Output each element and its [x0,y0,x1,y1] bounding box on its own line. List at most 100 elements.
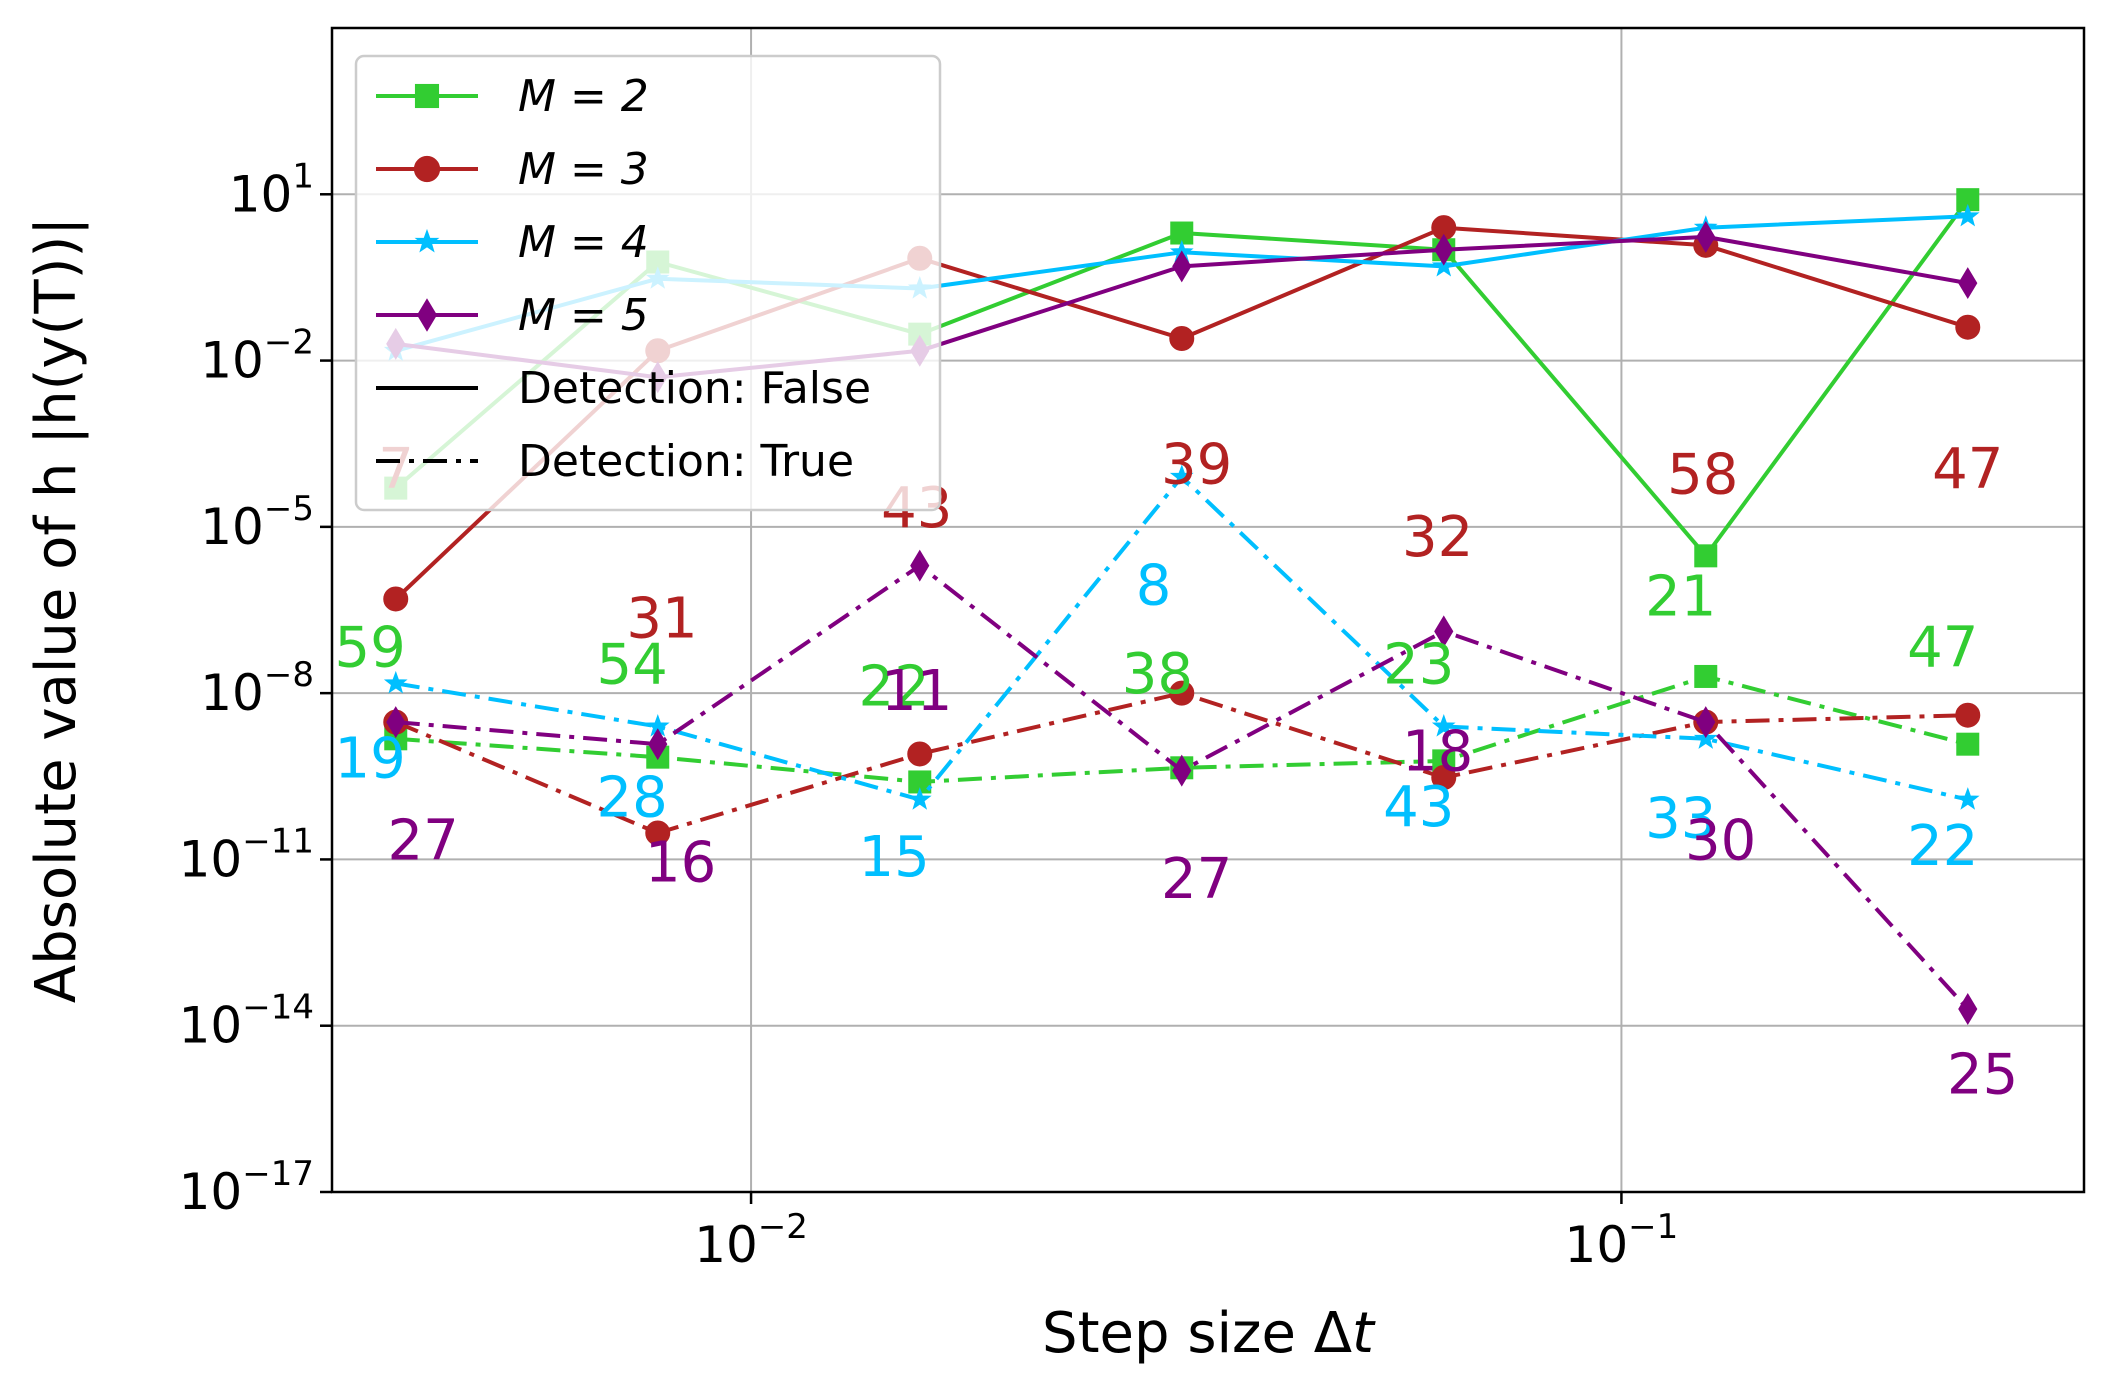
iteration-count-label: 15 [858,825,929,890]
legend-entry: M = 3 [376,144,649,195]
data-point [1169,326,1195,352]
iteration-count-label: 11 [881,659,952,724]
x-tick-label: 10−2 [694,1207,808,1274]
data-point [1696,706,1716,739]
x-tick-base: 10 [694,1216,758,1274]
y-tick-exp: −11 [242,821,314,861]
data-point [1172,754,1192,787]
iteration-count-label: 47 [1932,437,2003,502]
y-tick-base: 10 [200,332,264,390]
legend-entry: M = 2 [376,71,649,122]
data-point [1169,464,1194,487]
iteration-count-label: 23 [1383,632,1454,697]
legend-label: M = 4 [518,217,649,268]
iteration-count-label: 19 [334,727,405,792]
data-point [383,586,409,612]
y-tick-label: 10−5 [200,489,314,556]
data-point [1431,714,1456,737]
annotations: 7314339325847595422382321471928158433322… [334,433,2018,1108]
legend-label: M = 3 [518,144,649,195]
y-tick-exp: −5 [264,489,314,529]
data-point [645,820,671,846]
y-tick-base: 10 [200,498,264,556]
data-point [1955,787,1980,810]
data-point [383,670,408,694]
legend-box [354,54,942,512]
data-point [1696,220,1716,253]
data-point [1955,203,1980,227]
iteration-count-label: 8 [1136,553,1172,618]
plot-frame [330,26,2086,1194]
y-tick-label: 10−17 [179,1154,314,1221]
iteration-count-label: 59 [334,616,405,681]
iteration-count-label: 27 [1161,847,1232,912]
iteration-count-label: 33 [1645,786,1716,851]
iteration-count-label: 22 [858,654,929,719]
iteration-count-label: 16 [645,830,716,895]
legend-entry: Detection: False [376,363,871,414]
legend-entry: Detection: True [376,436,854,487]
x-tick-exp: −2 [758,1207,808,1247]
legend: M = 2 M = 3 M = 4 M = 5 Detection: False Dete… [354,54,942,512]
y-tick-exp: −8 [264,655,314,695]
y-tick-base: 10 [179,830,243,888]
x-axis-label-var: t [1352,1301,1376,1366]
data-point [1694,544,1718,568]
series-m5-detection-true [386,549,1978,1026]
data-point [1694,664,1718,688]
legend-marker [413,155,441,183]
legend-marker [414,228,440,253]
y-tick-base: 10 [179,1163,243,1221]
data-point [1958,267,1978,300]
iteration-count-label: 39 [1161,433,1232,498]
iteration-count-label: 21 [1645,565,1716,630]
y-tick-label: 10−14 [179,988,314,1055]
data-point [1958,993,1978,1026]
x-axis-label-main: Step size Δ [1042,1301,1352,1366]
x-axis-label: Step size Δt [1042,1301,1376,1366]
y-tick-base: 10 [179,997,243,1055]
y-tick-exp: 1 [292,156,314,196]
legend-label: M = 5 [518,290,649,341]
x-tick-label: 10−1 [1565,1207,1679,1274]
legend-label: Detection: True [518,436,854,487]
iteration-count-label: 18 [1402,720,1473,785]
data-point [386,706,406,739]
legend-label: Detection: False [518,363,871,414]
y-axis-label: Absolute value of h |h(y(T))| [24,217,89,1003]
data-point [907,741,933,767]
data-point [1169,680,1195,706]
x-tick-exp: −1 [1628,1207,1678,1247]
legend-entry: M = 5 [376,290,649,341]
y-tick-exp: −14 [242,988,314,1028]
iteration-count-label: 38 [1122,642,1193,707]
y-tick-label: 10−2 [200,323,314,390]
iteration-count-label: 43 [1383,775,1454,840]
y-tick-base: 10 [229,165,293,223]
data-point [907,787,932,810]
legend-marker [416,298,438,332]
y-tick-label: 10−11 [179,821,314,888]
data-point [1956,732,1980,756]
data-point [1434,233,1454,266]
iteration-count-label: 22 [1907,814,1978,879]
legend-label: M = 2 [518,71,649,122]
iteration-count-label: 30 [1685,808,1756,873]
data-point [1955,702,1981,728]
y-tick-label: 10−8 [200,655,314,722]
iteration-count-label: 47 [1907,616,1978,681]
data-point [648,728,668,761]
y-tick-exp: −2 [264,323,314,363]
y-tick-exp: −17 [242,1154,314,1194]
iteration-count-label: 58 [1667,442,1738,507]
data-point [1955,314,1981,340]
y-tick-label: 101 [229,156,314,223]
iteration-count-label: 32 [1402,505,1473,570]
data-point [1431,765,1457,791]
series-m4-detection-true [383,464,1980,810]
legend-entry: M = 4 [376,217,649,268]
iteration-count-label: 28 [596,765,667,830]
data-point [1172,250,1192,283]
